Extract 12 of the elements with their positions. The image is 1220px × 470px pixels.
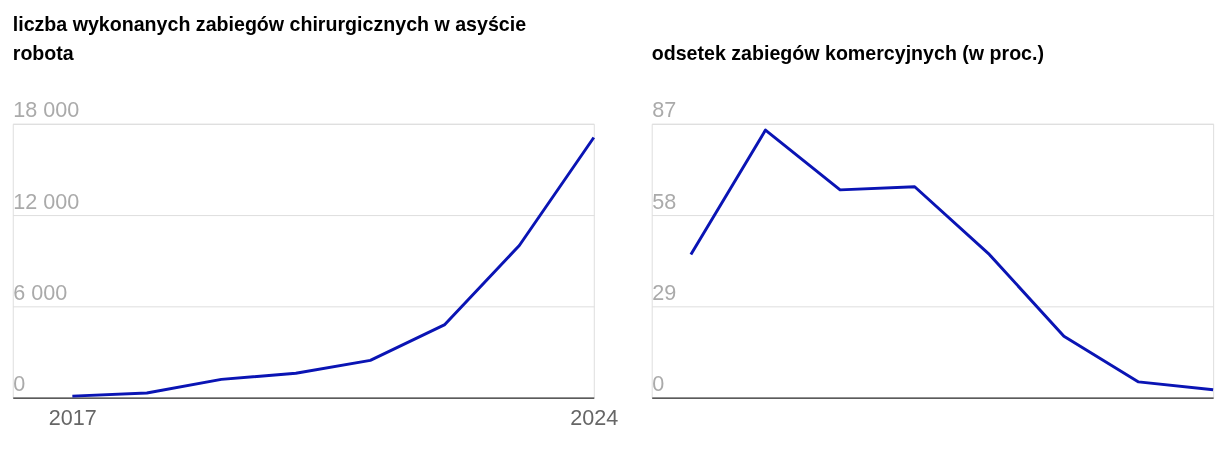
chart-title: liczba wykonanych zabiegów chirurgicznych w asyście robota xyxy=(12,12,527,64)
y-tick-label: 0 xyxy=(652,371,665,397)
y-tick-label: 0 xyxy=(13,371,26,397)
x-tick-label: 2024 xyxy=(570,404,619,430)
x-tick-label: 2017 xyxy=(48,404,97,430)
chart-title: odsetek zabiegów komercyjnych (w proc.) xyxy=(651,42,1045,64)
y-tick-label: 18 000 xyxy=(13,97,80,123)
y-tick-label: 58 xyxy=(652,188,677,214)
y-tick-label: 29 xyxy=(652,279,677,305)
y-tick-label: 6 000 xyxy=(13,279,68,305)
y-tick-label: 12 000 xyxy=(13,188,80,214)
y-tick-label: 87 xyxy=(652,97,677,123)
